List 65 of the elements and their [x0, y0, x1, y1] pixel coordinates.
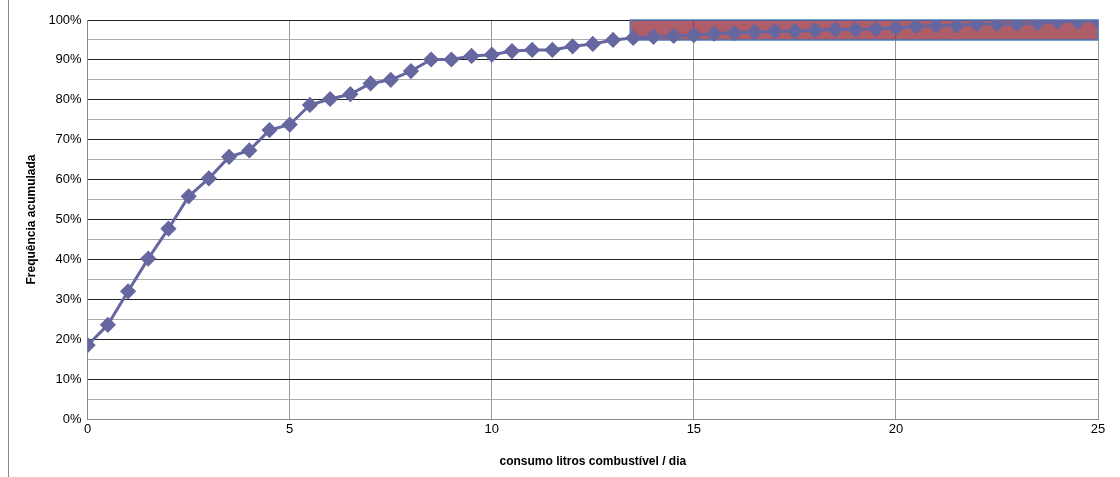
point [423, 52, 439, 67]
point [888, 20, 904, 36]
point [524, 42, 540, 58]
point [565, 38, 581, 54]
y-axis-title: Frequência acumulada [23, 154, 38, 285]
y-tick-label: 30% [55, 290, 83, 306]
y-tick-label: 20% [55, 330, 83, 346]
point [241, 142, 257, 158]
point [645, 29, 661, 45]
point [160, 221, 176, 237]
point [807, 22, 823, 38]
point [928, 20, 944, 34]
point [746, 24, 762, 40]
point [605, 32, 621, 48]
x-axis-title: consumo litros combustível / dia [499, 454, 687, 469]
y-tick-label: 10% [55, 370, 83, 386]
point [302, 97, 318, 113]
point [282, 117, 298, 133]
point [403, 63, 419, 79]
y-tick-label: 100% [48, 11, 83, 27]
point [848, 22, 864, 38]
point [383, 72, 399, 88]
point [181, 188, 197, 204]
point [201, 170, 217, 186]
point [140, 251, 156, 267]
point [322, 91, 338, 107]
point [484, 47, 500, 63]
x-tick-label: 25 [1090, 421, 1106, 437]
x-tick-label: 5 [286, 421, 294, 437]
y-tick-label: 60% [55, 171, 83, 187]
y-tick-label: 40% [55, 250, 83, 266]
x-tick-label: 10 [484, 421, 500, 437]
point [1009, 20, 1025, 32]
y-tick-label: 90% [55, 51, 83, 67]
x-tick-label: 0 [84, 421, 92, 437]
point [363, 75, 379, 91]
point [969, 20, 985, 32]
point [464, 48, 480, 64]
y-tick-label: 0% [62, 410, 83, 426]
x-tick-label: 20 [888, 421, 904, 437]
point [100, 317, 116, 333]
point [949, 20, 965, 34]
point [221, 149, 237, 165]
point [726, 25, 742, 41]
point [544, 42, 560, 58]
point [908, 20, 924, 34]
point [989, 20, 1005, 32]
point [767, 23, 783, 39]
y-tick-label: 70% [55, 131, 83, 147]
point [706, 26, 722, 42]
point [120, 283, 136, 299]
point [787, 23, 803, 39]
point [686, 27, 702, 43]
x-tick-label: 15 [686, 421, 702, 437]
point [868, 21, 884, 37]
point [504, 43, 520, 59]
point [585, 36, 601, 52]
y-tick-label: 80% [55, 91, 83, 107]
point [827, 22, 843, 38]
point [625, 30, 641, 46]
y-tick-label: 50% [55, 211, 83, 227]
point [443, 52, 459, 67]
point [342, 86, 358, 102]
point [666, 28, 682, 44]
point [262, 122, 278, 138]
